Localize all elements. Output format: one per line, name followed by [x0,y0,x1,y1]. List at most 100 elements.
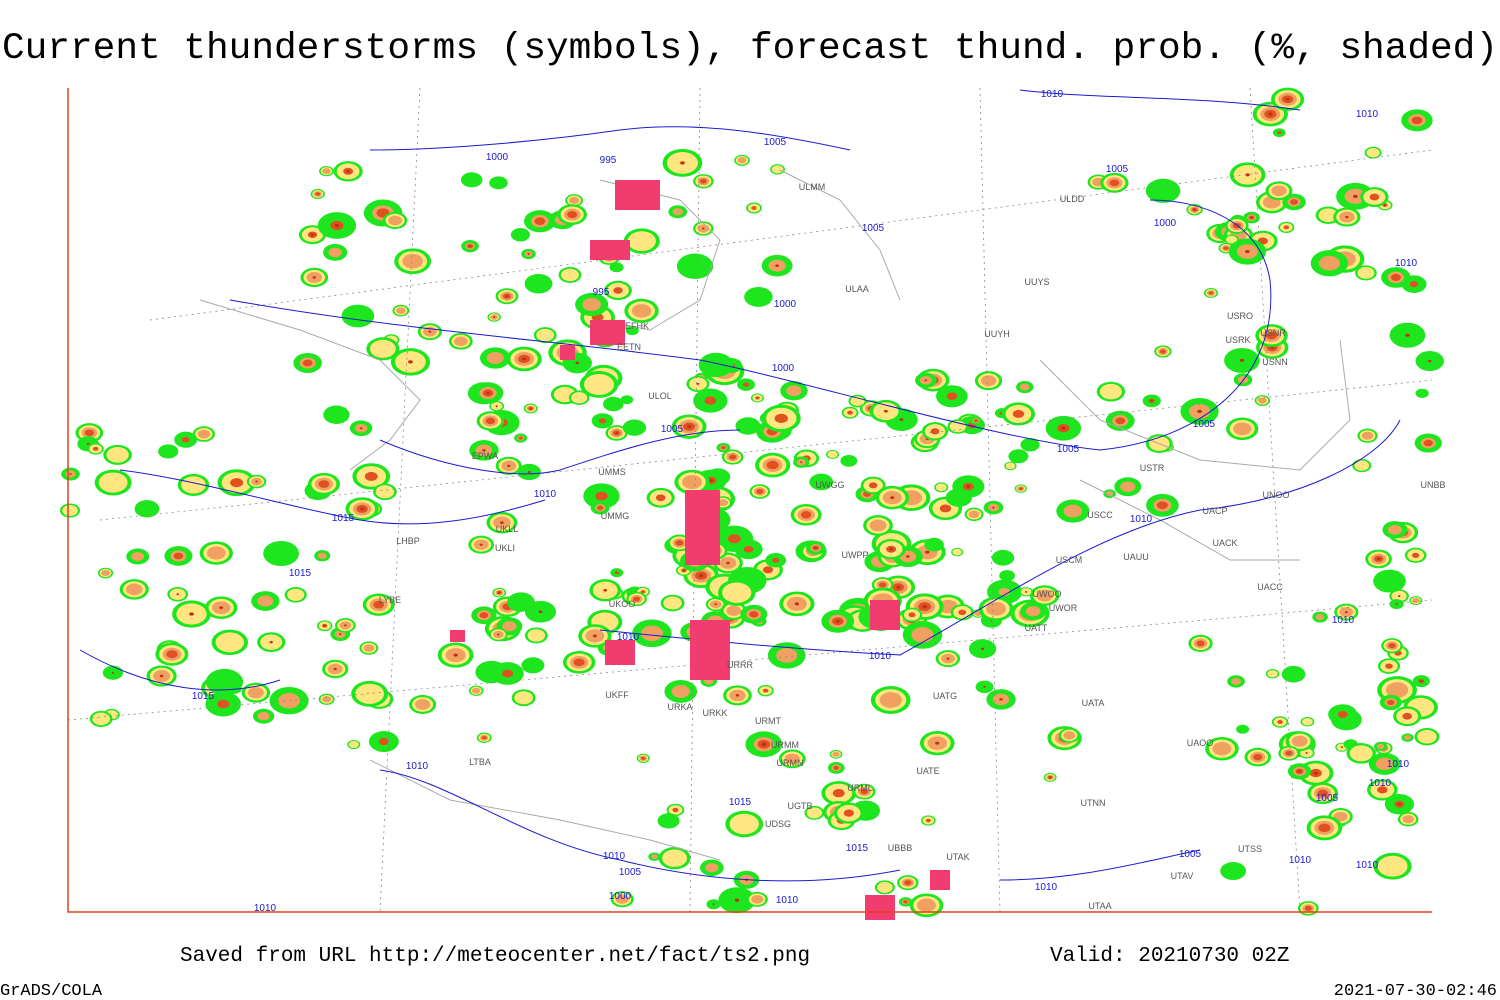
shade-blob [1376,557,1381,561]
shade-blob [662,849,688,867]
shade-blob [786,385,802,397]
shade-blob [615,431,618,434]
isobar-label: 1015 [729,797,752,808]
shade-blob [613,287,623,294]
isobar-label: 1010 [1035,882,1058,893]
shade-blob [514,691,533,705]
shade-blob [1120,481,1136,493]
shade-blob [655,494,666,502]
shade-blob [1290,199,1299,205]
station-label: USNR [1260,328,1286,338]
shade-blob [255,480,258,483]
station-label: UATT [1025,623,1048,633]
shade-blob [524,273,553,294]
shade-blob [1245,250,1250,254]
shade-blob [946,392,958,401]
shade-blob [1063,731,1076,740]
isobar-label: 1010 [1395,258,1418,269]
shade-blob [721,446,726,450]
shade-blob [702,227,705,230]
isobar-label: 1005 [619,867,642,878]
shade-blob [1357,267,1375,279]
shade-blob [728,454,737,460]
shade-blob [952,548,962,556]
shade-blob [999,698,1003,701]
shade-blob [883,409,888,413]
shade-blob [1159,349,1166,354]
shade-blob [489,176,508,190]
shade-blob [946,657,950,660]
shade-blob [1208,291,1214,295]
station-label: USCC [1087,510,1113,520]
shade-blob [360,507,365,511]
shade-blob [983,685,986,688]
station-label: UTAK [946,852,969,862]
shade-blob [1212,742,1232,756]
shade-blob [1193,208,1196,211]
shade-blob [166,650,178,659]
shade-blob [302,359,313,367]
shade-blob [396,307,406,314]
shade-blob [561,268,579,282]
isobar-label: 1010 [1130,514,1153,525]
storm-symbol [870,600,900,630]
shade-blob [315,192,321,196]
shade-blob [698,574,704,578]
shade-blob [833,765,840,770]
shade-blob [402,254,423,269]
shade-blob [722,582,752,603]
shade-blob [1267,670,1278,678]
shade-blob [675,540,684,546]
station-label: URML [847,783,873,793]
shade-blob [486,352,504,364]
shade-blob [614,571,619,575]
shade-blob [751,206,757,210]
shade-blob [598,418,607,424]
shade-blob [479,612,489,619]
shade-blob [500,521,504,524]
station-label: EFHK [625,321,649,331]
station-label: UUYH [984,329,1010,339]
storm-symbol [590,240,630,260]
shade-blob [257,595,274,607]
shade-blob [917,898,936,912]
shade-blob [1233,422,1252,436]
shade-blob [158,444,179,459]
shade-blob [317,552,327,559]
shade-blob [131,552,145,561]
shade-blob [734,898,740,902]
station-label: UACC [1257,582,1283,592]
shade-blob [1375,757,1394,771]
station-label: USRK [1225,335,1250,345]
shade-blob [181,476,206,494]
shade-blob [1008,449,1029,464]
shade-blob [890,496,895,500]
shade-blob [1409,281,1419,288]
shade-blob [529,407,532,410]
shade-blob [924,379,928,382]
isobar-labels: 1010 1000 995 1005 1005 1005 1000 1010 1010 995 10… [192,89,1418,914]
shade-blob [206,546,226,560]
shade-blob [766,460,779,470]
shade-blob [925,550,930,554]
shade-blob [363,644,375,652]
station-label: USNN [1262,357,1288,367]
station-label: UATE [916,766,939,776]
probability-shading [59,87,1445,918]
isobar-label: 1005 [862,223,885,234]
shade-blob [584,373,615,395]
source-url: Saved from URL http://meteocenter.net/fa… [180,945,810,968]
shade-blob [369,339,396,358]
station-label: UWOO [1033,589,1062,599]
station-label: UMMG [601,511,630,521]
shade-blob [680,161,685,165]
station-label: UWOR [1049,603,1078,613]
isobar-label: 1005 [764,137,787,148]
shade-blob [269,640,273,644]
storm-symbol [615,180,660,210]
shade-blob [498,591,501,594]
shade-blob [968,510,980,519]
shade-blob [1377,855,1408,877]
station-label: USCM [1056,555,1083,565]
software: GrADS/COLA [0,982,103,1000]
